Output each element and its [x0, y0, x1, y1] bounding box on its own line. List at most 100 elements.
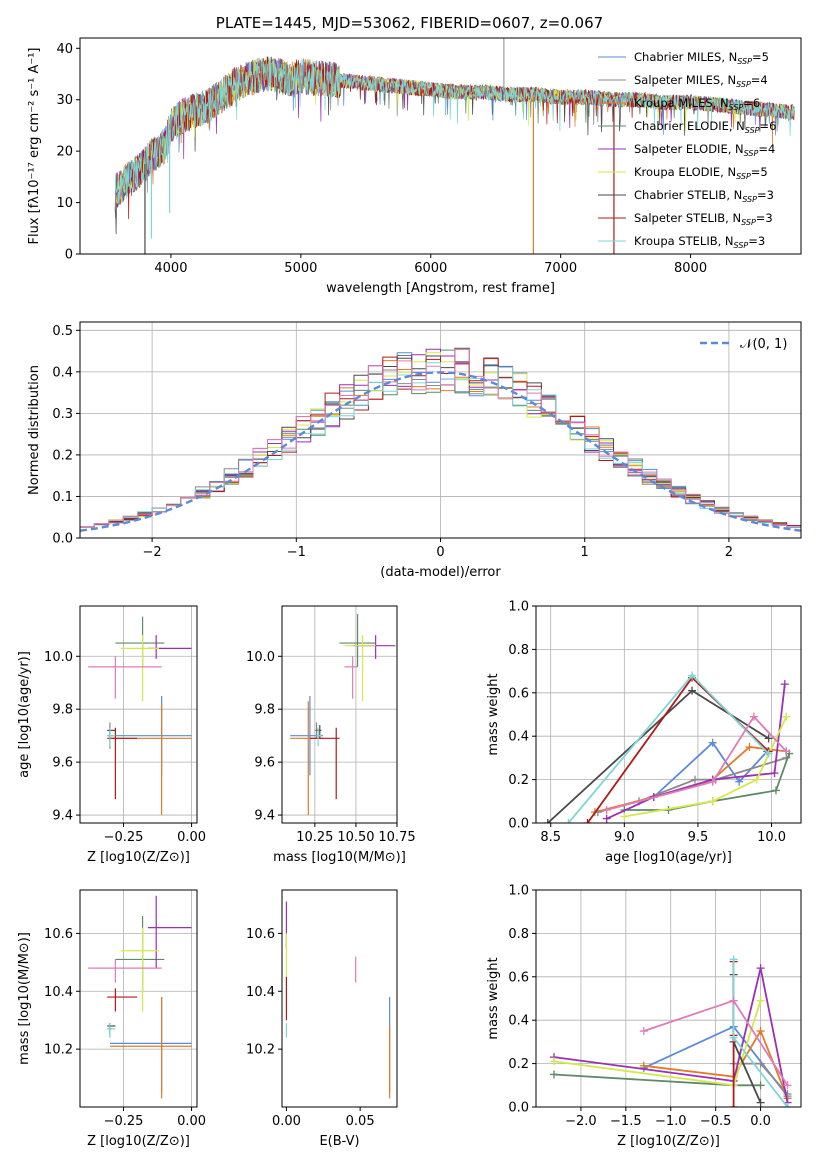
weight-marker — [771, 786, 780, 795]
y-tick-label: 9.4 — [254, 809, 275, 824]
x-axis-label: Z [log10(Z/Z⊙)] — [87, 850, 190, 865]
y-tick-label: 10.0 — [246, 650, 275, 665]
axes-frame — [535, 605, 802, 824]
weight-marker — [688, 671, 697, 680]
y-axis-label: mass weight — [486, 673, 501, 755]
weight-marker — [602, 814, 611, 823]
weight-series-line — [638, 757, 787, 803]
weight-marker — [770, 769, 779, 778]
y-tick-label: 0.5 — [52, 324, 73, 339]
weight-marker — [756, 1059, 765, 1068]
spectrum-series-line — [114, 57, 795, 211]
x-tick-label: −1.5 — [610, 1114, 642, 1129]
legend-entry: 𝒩(0, 1) — [740, 337, 787, 352]
y-tick-label: 0.4 — [52, 365, 73, 380]
y-axis-label: mass weight — [486, 957, 501, 1039]
x-tick-label: 2 — [725, 545, 733, 560]
legend-entry: Kroupa STELIB, NSSP=3 — [634, 234, 765, 250]
x-tick-label: 4000 — [154, 261, 187, 276]
x-tick-label: 9.5 — [688, 830, 709, 845]
age_vs_Z-panel: −0.25 0.00 9.4 9.6 9.8 10.0 Z [log10(Z/Z⊙)] age… — [17, 605, 206, 865]
legend-entry: Salpeter STELIB, NSSP=3 — [634, 211, 773, 227]
x-tick-label: 0.00 — [177, 1114, 206, 1129]
weight-marker — [729, 1103, 738, 1107]
weight-marker — [708, 797, 717, 806]
x-axis-label: Z [log10(Z/Z⊙)] — [617, 1134, 720, 1149]
legend-entry: Chabrier MILES, NSSP=5 — [634, 50, 769, 66]
y-tick-label: 1.0 — [508, 600, 529, 615]
x-tick-label: −2 — [143, 545, 162, 560]
y-tick-label: 0.6 — [508, 970, 529, 985]
weight-marker — [745, 743, 754, 752]
x-tick-label: −1 — [287, 545, 306, 560]
weight-lines — [549, 955, 792, 1107]
x-axis-label: wavelength [Angstrom, rest frame] — [326, 281, 555, 296]
legend-entry: Chabrier STELIB, NSSP=3 — [634, 188, 774, 204]
y-tick-label: 0.1 — [52, 490, 73, 505]
x-tick-label: 0 — [436, 545, 444, 560]
figure-title: PLATE=1445, MJD=53062, FIBERID=0607, z=0… — [216, 14, 603, 32]
x-tick-label: 1 — [581, 545, 589, 560]
y-tick-label: 0.2 — [508, 773, 529, 788]
weight-series-line — [553, 967, 789, 1103]
spectrum-panel: 4000 5000 6000 7000 8000 0 10 20 30 40 wavelength … — [27, 37, 802, 296]
y-axis-label: Normed distribution — [27, 365, 42, 495]
y-tick-label: 20 — [56, 145, 73, 160]
x-tick-label: −1.0 — [655, 1114, 687, 1129]
y-tick-label: 10.4 — [246, 985, 275, 1000]
axes-frame — [281, 889, 398, 1108]
spectrum-lines — [114, 38, 795, 254]
weight-marker — [756, 1098, 765, 1107]
y-tick-label: 0.8 — [508, 927, 529, 942]
weight-marker — [729, 996, 738, 1005]
weight-marker — [564, 819, 573, 823]
weight-marker — [688, 686, 697, 695]
weight-marker — [729, 955, 738, 964]
weight-marker — [764, 749, 773, 758]
weight-marker — [783, 1081, 792, 1090]
axes-frame — [79, 37, 802, 255]
weight-series-line — [606, 683, 786, 820]
residuals-panel: −2 −1 0 1 2 0.0 0.1 0.2 0.3 0.4 0.5 (data-model)/er… — [27, 321, 802, 580]
y-tick-label: 0 — [65, 248, 73, 263]
y-tick-label: 0.2 — [52, 448, 73, 463]
axes-frame — [535, 889, 802, 1108]
weight-marker — [756, 964, 765, 973]
y-tick-label: 9.6 — [52, 756, 73, 771]
weight-marker — [735, 777, 744, 786]
x-tick-label: 10.0 — [757, 830, 786, 845]
weight-marker — [749, 712, 758, 721]
y-tick-label: 30 — [56, 93, 73, 108]
x-tick-label: 6000 — [414, 261, 447, 276]
legend-entry: Salpeter ELODIE, NSSP=4 — [634, 142, 775, 158]
x-tick-label: 10.25 — [296, 830, 333, 845]
y-tick-label: 10.2 — [246, 1043, 275, 1058]
weight-marker — [752, 775, 761, 784]
x-tick-label: 8000 — [674, 261, 707, 276]
x-axis-label: (data-model)/error — [380, 565, 501, 580]
weight-series-line — [606, 715, 787, 811]
weight-marker — [639, 1027, 648, 1036]
weight-marker — [756, 1027, 765, 1036]
weight-marker — [691, 775, 699, 784]
axes-frame — [281, 605, 398, 824]
y-tick-label: 0.3 — [52, 407, 73, 422]
y-tick-label: 10.6 — [246, 927, 275, 942]
y-tick-label: 10.6 — [44, 927, 73, 942]
y-tick-label: 0.2 — [508, 1057, 529, 1072]
x-tick-label: 0.00 — [177, 830, 206, 845]
x-tick-label: 7000 — [544, 261, 577, 276]
y-tick-label: 10 — [56, 196, 73, 211]
x-tick-label: 0.00 — [272, 1114, 301, 1129]
y-axis-label: Flux [fλ10⁻¹⁷ erg cm⁻² s⁻¹ A⁻¹] — [27, 48, 42, 245]
x-axis-label: E(B-V) — [319, 1134, 359, 1149]
x-tick-label: 0.05 — [346, 1114, 375, 1129]
x-tick-label: 10.75 — [378, 830, 415, 845]
weight-marker — [756, 1081, 765, 1090]
weight-series-line — [624, 716, 788, 818]
weight-series-line — [586, 676, 770, 823]
massweight_vs_Z-panel: −2.0 −1.5 −1.0 −0.5 0.0 0.0 0.2 0.4 0.6 0.8 1.0 Z [… — [486, 884, 802, 1149]
x-axis-label: age [log10(age/yr)] — [605, 850, 732, 865]
weight-marker — [543, 819, 552, 823]
y-tick-label: 0.0 — [52, 532, 73, 547]
